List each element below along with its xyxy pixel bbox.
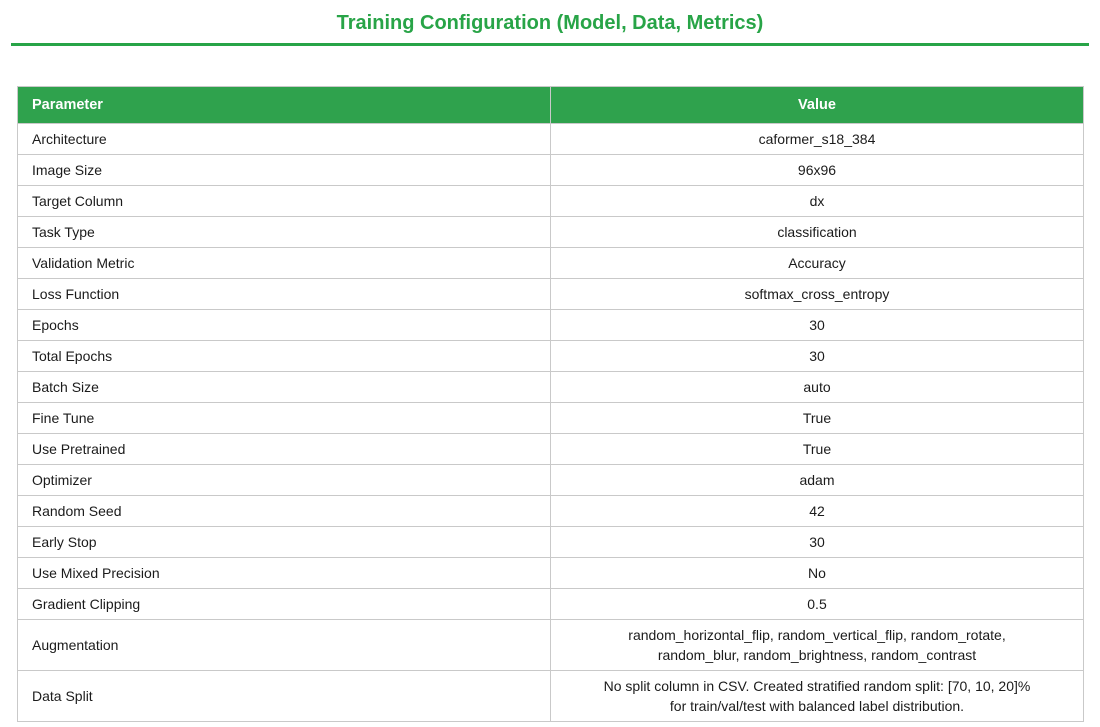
param-cell: Target Column: [17, 185, 551, 217]
param-cell: Early Stop: [17, 526, 551, 558]
param-cell: Task Type: [17, 216, 551, 248]
value-cell: classification: [550, 216, 1084, 248]
table-header-row: Parameter Value: [17, 86, 1084, 124]
table-row: Data Split No split column in CSV. Creat…: [17, 670, 1084, 722]
param-cell: Image Size: [17, 154, 551, 186]
table-row: Image Size 96x96: [17, 154, 1084, 186]
config-table: Parameter Value Architecture caformer_s1…: [17, 86, 1084, 722]
param-cell: Loss Function: [17, 278, 551, 310]
param-cell: Use Mixed Precision: [17, 557, 551, 589]
value-cell: 30: [550, 526, 1084, 558]
value-cell: softmax_cross_entropy: [550, 278, 1084, 310]
param-cell: Augmentation: [17, 619, 551, 671]
value-cell: 30: [550, 340, 1084, 372]
table-row: Use Pretrained True: [17, 433, 1084, 465]
title-underline: [11, 43, 1089, 46]
table-row: Architecture caformer_s18_384: [17, 123, 1084, 155]
value-cell: auto: [550, 371, 1084, 403]
param-cell: Use Pretrained: [17, 433, 551, 465]
param-cell: Gradient Clipping: [17, 588, 551, 620]
param-cell: Total Epochs: [17, 340, 551, 372]
param-cell: Fine Tune: [17, 402, 551, 434]
table-row: Early Stop 30: [17, 526, 1084, 558]
table-row: Validation Metric Accuracy: [17, 247, 1084, 279]
table-row: Epochs 30: [17, 309, 1084, 341]
value-cell: No split column in CSV. Created stratifi…: [550, 670, 1084, 722]
table-row: Optimizer adam: [17, 464, 1084, 496]
param-cell: Batch Size: [17, 371, 551, 403]
param-cell: Epochs: [17, 309, 551, 341]
param-cell: Validation Metric: [17, 247, 551, 279]
param-cell: Random Seed: [17, 495, 551, 527]
param-cell: Optimizer: [17, 464, 551, 496]
col-header-parameter: Parameter: [17, 86, 551, 124]
value-cell: True: [550, 433, 1084, 465]
page-title: Training Configuration (Model, Data, Met…: [336, 12, 764, 34]
value-cell: 42: [550, 495, 1084, 527]
table-row: Total Epochs 30: [17, 340, 1084, 372]
value-cell: dx: [550, 185, 1084, 217]
table-row: Random Seed 42: [17, 495, 1084, 527]
value-cell: adam: [550, 464, 1084, 496]
value-cell: caformer_s18_384: [550, 123, 1084, 155]
value-cell: Accuracy: [550, 247, 1084, 279]
value-cell: 30: [550, 309, 1084, 341]
value-cell: No: [550, 557, 1084, 589]
table-row: Target Column dx: [17, 185, 1084, 217]
param-cell: Data Split: [17, 670, 551, 722]
value-cell: random_horizontal_flip, random_vertical_…: [550, 619, 1084, 671]
config-table-container: Parameter Value Architecture caformer_s1…: [17, 86, 1084, 722]
table-row: Use Mixed Precision No: [17, 557, 1084, 589]
value-cell: 0.5: [550, 588, 1084, 620]
table-row: Task Type classification: [17, 216, 1084, 248]
value-cell: True: [550, 402, 1084, 434]
table-row: Fine Tune True: [17, 402, 1084, 434]
value-cell: 96x96: [550, 154, 1084, 186]
col-header-value: Value: [550, 86, 1084, 124]
table-row: Gradient Clipping 0.5: [17, 588, 1084, 620]
table-row: Batch Size auto: [17, 371, 1084, 403]
param-cell: Architecture: [17, 123, 551, 155]
table-row: Loss Function softmax_cross_entropy: [17, 278, 1084, 310]
table-row: Augmentation random_horizontal_flip, ran…: [17, 619, 1084, 671]
